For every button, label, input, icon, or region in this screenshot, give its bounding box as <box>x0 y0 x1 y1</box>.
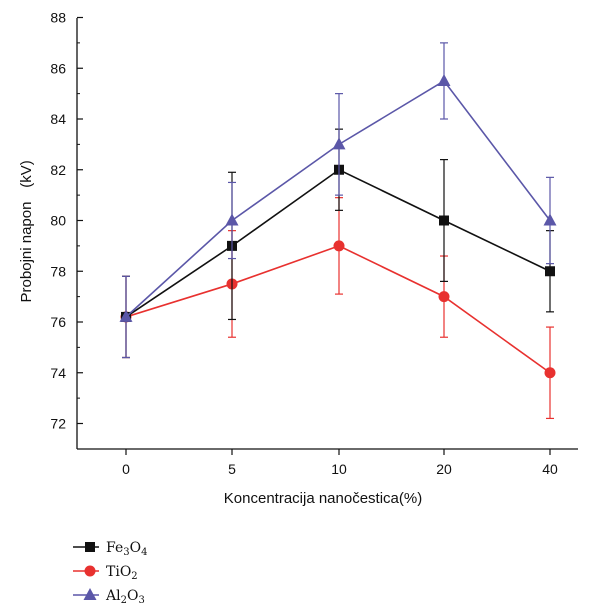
legend-label: Fe3O4 <box>106 540 147 558</box>
x-axis-ticks: 0 5 10 20 40 <box>122 449 558 477</box>
data-point-al2o3 <box>543 213 557 226</box>
y-axis-title-unit: (kV) <box>18 160 35 188</box>
data-point-tio2 <box>333 240 345 252</box>
data-point-fe3o4 <box>545 266 555 277</box>
data-point-al2o3 <box>332 137 346 150</box>
series-tio2 <box>120 197 556 420</box>
x-tick-label: 0 <box>122 461 130 477</box>
y-tick-label: 80 <box>50 213 66 229</box>
y-axis-ticks: 72 74 76 78 80 82 84 86 88 <box>50 10 83 432</box>
series-al2o3 <box>119 42 557 359</box>
y-tick-label: 72 <box>50 416 66 432</box>
legend-item-fe3o4: Fe3O4 <box>73 540 147 558</box>
series-line-al2o3 <box>125 79 551 318</box>
data-point-tio2 <box>438 291 450 303</box>
x-axis-title: Koncentracija nanočestica(%) <box>224 490 422 507</box>
y-tick-label: 76 <box>50 314 66 330</box>
y-tick-label: 78 <box>50 263 66 279</box>
legend: Fe3O4 TiO2 Al2O3 <box>73 540 147 606</box>
y-tick-label: 86 <box>50 60 66 76</box>
y-tick-label: 84 <box>50 111 66 127</box>
y-tick-label: 74 <box>50 365 66 381</box>
legend-label: TiO2 <box>106 564 138 582</box>
legend-marker <box>85 542 95 552</box>
legend-item-al2o3: Al2O3 <box>73 588 145 606</box>
x-tick-label: 20 <box>436 461 452 477</box>
legend-marker <box>84 565 96 577</box>
data-point-tio2 <box>544 367 556 379</box>
y-axis-title: Probojni napon (kV) <box>18 160 35 302</box>
data-point-al2o3 <box>437 73 451 86</box>
plot-frame <box>76 18 578 450</box>
data-point-fe3o4 <box>439 215 449 226</box>
y-axis-title-text: Probojni napon <box>18 202 35 303</box>
series-line-tio2 <box>125 245 551 374</box>
series-layer <box>119 42 557 420</box>
y-tick-label: 88 <box>50 10 66 26</box>
data-point-al2o3 <box>119 309 133 322</box>
legend-label: Al2O3 <box>105 588 145 606</box>
data-point-al2o3 <box>225 213 239 226</box>
legend-marker <box>83 588 97 600</box>
y-tick-label: 82 <box>50 162 66 178</box>
x-tick-label: 10 <box>331 461 347 477</box>
x-tick-label: 5 <box>228 461 236 477</box>
legend-item-tio2: TiO2 <box>73 564 138 582</box>
x-tick-label: 40 <box>542 461 558 477</box>
